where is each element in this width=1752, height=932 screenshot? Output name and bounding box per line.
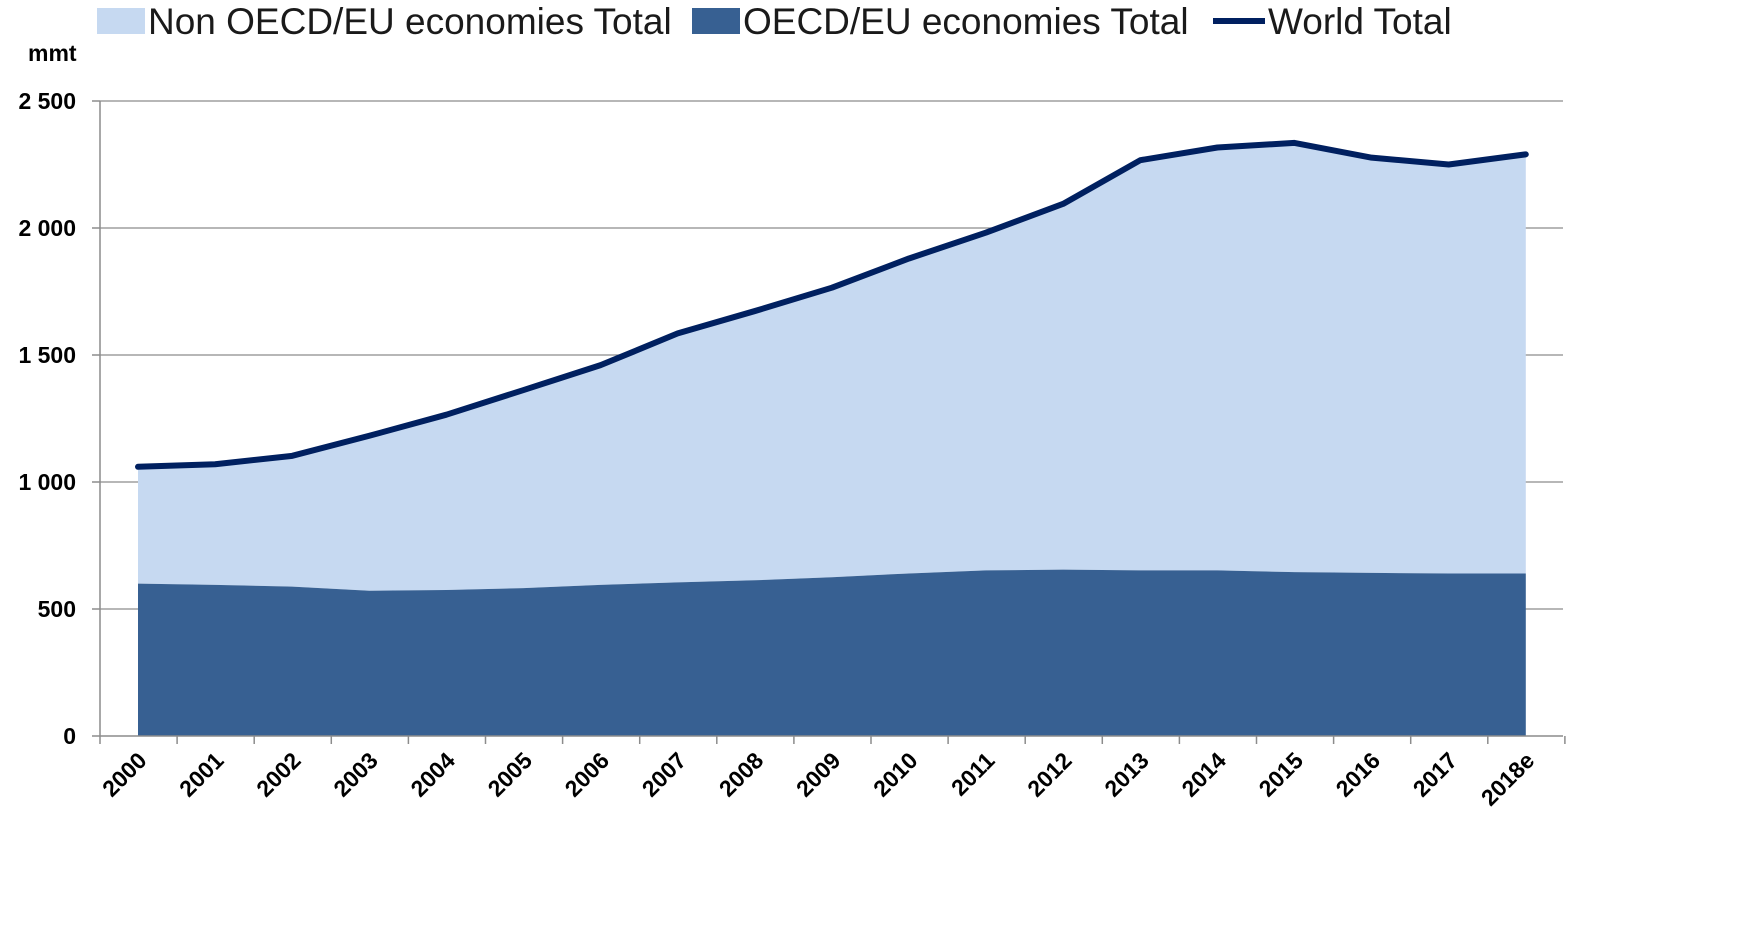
line-world-total bbox=[135, 139, 1529, 470]
y-tick-label-3: 1 500 bbox=[18, 342, 76, 368]
y-unit-label: mmt bbox=[28, 40, 77, 66]
x-tick-label-4: 2004 bbox=[405, 747, 460, 802]
y-tick-label-4: 2 000 bbox=[18, 215, 76, 241]
x-tick-label-5: 2005 bbox=[482, 747, 537, 802]
x-tick-label-15: 2015 bbox=[1253, 747, 1308, 802]
x-tick-label-12: 2012 bbox=[1022, 747, 1077, 802]
y-tick-label-2: 1 000 bbox=[18, 469, 76, 495]
x-tick-label-14: 2014 bbox=[1176, 747, 1231, 802]
y-tick-label-0: 0 bbox=[63, 723, 76, 749]
x-tick-label-16: 2016 bbox=[1331, 747, 1386, 802]
x-tick-label-0: 2000 bbox=[97, 747, 152, 802]
legend-label-2: World Total bbox=[1268, 1, 1452, 42]
x-tick-label-17: 2017 bbox=[1408, 747, 1463, 802]
legend-label-0: Non OECD/EU economies Total bbox=[148, 1, 672, 42]
x-tick-label-10: 2010 bbox=[868, 747, 923, 802]
x-tick-label-7: 2007 bbox=[637, 747, 692, 802]
area-non-oecd-eu bbox=[138, 142, 1526, 591]
area-oecd-eu bbox=[138, 569, 1526, 736]
x-tick-label-1: 2001 bbox=[174, 747, 229, 802]
legend-swatch-0 bbox=[97, 8, 145, 34]
legend-label-1: OECD/EU economies Total bbox=[743, 1, 1189, 42]
y-tick-label-1: 500 bbox=[38, 596, 76, 622]
x-tick-label-6: 2006 bbox=[560, 747, 615, 802]
x-tick-label-9: 2009 bbox=[791, 747, 846, 802]
y-tick-label-5: 2 500 bbox=[18, 88, 76, 114]
x-tick-label-3: 2003 bbox=[328, 747, 383, 802]
x-tick-label-13: 2013 bbox=[1099, 747, 1154, 802]
x-tick-label-18: 2018e bbox=[1476, 747, 1540, 811]
legend-swatch-1 bbox=[692, 8, 740, 34]
x-tick-label-8: 2008 bbox=[714, 747, 769, 802]
x-tick-label-2: 2002 bbox=[251, 747, 306, 802]
x-tick-label-11: 2011 bbox=[946, 747, 1000, 801]
